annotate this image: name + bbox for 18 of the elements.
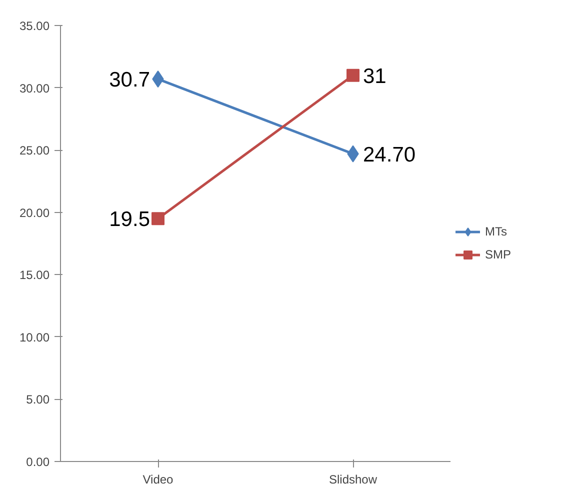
y-tick-label: 5.00 <box>26 392 50 407</box>
legend-label: MTs <box>485 224 507 238</box>
x-tick-label: Slidshow <box>328 472 378 486</box>
y-tick-label: 35.00 <box>19 19 50 33</box>
data-label: 19.5 <box>109 208 150 232</box>
data-label: 31 <box>363 64 386 88</box>
data-label: 30.7 <box>109 68 150 92</box>
y-tick-label: 20.00 <box>19 206 50 220</box>
y-tick-label: 30.00 <box>19 81 50 96</box>
y-tick-label: 15.00 <box>19 268 50 282</box>
x-tick-label: Video <box>142 472 174 486</box>
y-tick-label: 0.00 <box>26 455 50 469</box>
data-label: 24.70 <box>363 143 416 166</box>
y-tick-label: 25.00 <box>19 144 50 158</box>
point <box>152 212 164 226</box>
y-tick-label: 10.00 <box>19 330 50 344</box>
legend-label: SMP <box>485 248 512 262</box>
point <box>346 68 360 82</box>
